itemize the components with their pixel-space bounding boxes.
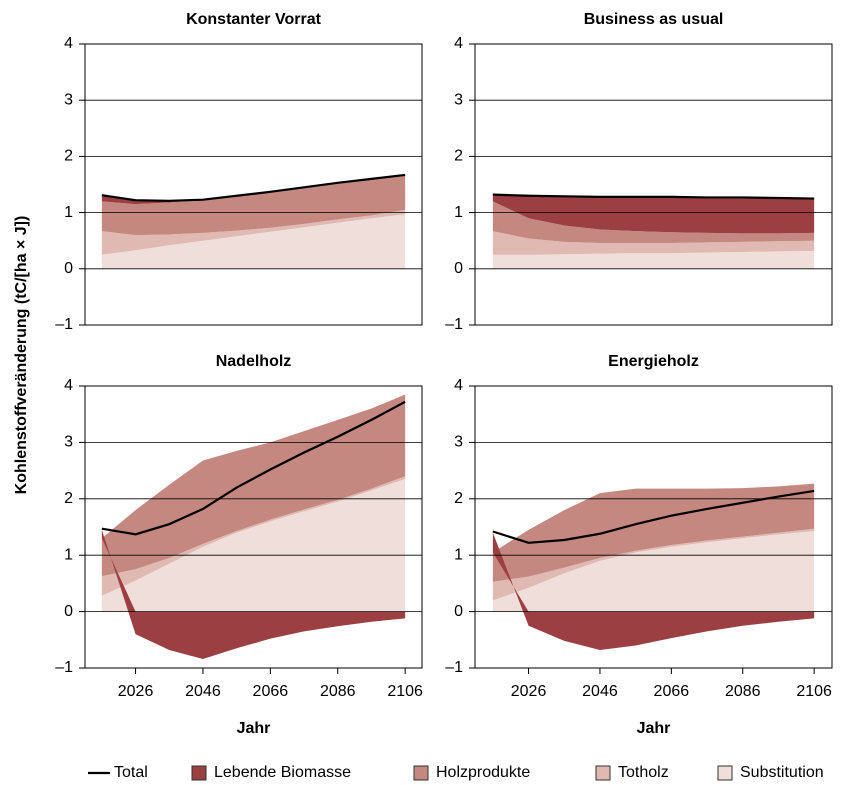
plot-frame — [84, 385, 423, 669]
y-tick-label: 0 — [64, 603, 73, 620]
area — [492, 195, 815, 234]
y-tick-label: 1 — [64, 546, 73, 563]
x-tick-label: 2086 — [320, 683, 356, 700]
legend-swatch — [413, 765, 429, 781]
y-tick-label: 4 — [64, 377, 73, 394]
x-tick-label: 2066 — [253, 683, 289, 700]
y-tick-label: 2 — [64, 148, 73, 165]
y-tick-label: 4 — [64, 35, 73, 52]
legend-label: Total — [114, 764, 148, 781]
y-tick-label: 0 — [454, 603, 463, 620]
y-tick-label: –1 — [445, 659, 463, 676]
chart-title: Energieholz — [608, 353, 699, 370]
x-tick-label: 2066 — [654, 683, 690, 700]
area — [101, 479, 406, 612]
legend-swatch — [717, 765, 733, 781]
area — [101, 214, 406, 269]
total-line — [492, 193, 815, 200]
y-tick-label: 3 — [454, 91, 463, 108]
area — [492, 530, 815, 612]
y-tick-label: –1 — [55, 316, 73, 333]
y-tick-label: 2 — [64, 490, 73, 507]
y-tick-label: 1 — [454, 546, 463, 563]
chart-title: Konstanter Vorrat — [186, 11, 322, 28]
x-tick-label: 2106 — [387, 683, 423, 700]
y-tick-label: 0 — [64, 260, 73, 277]
area — [101, 529, 406, 659]
y-tick-label: 3 — [64, 434, 73, 451]
plot-frame — [474, 43, 833, 326]
plot-frame — [474, 385, 833, 669]
x-tick-label: 2086 — [725, 683, 761, 700]
x-tick-label: 2026 — [118, 683, 154, 700]
y-tick-label: 0 — [454, 260, 463, 277]
legend-label: Totholz — [618, 764, 669, 781]
x-axis-label: Jahr — [237, 720, 271, 737]
chart-title: Nadelholz — [216, 353, 292, 370]
x-tick-label: 2106 — [796, 683, 832, 700]
y-tick-label: –1 — [445, 316, 463, 333]
y-tick-label: 3 — [64, 91, 73, 108]
chart-title: Business as usual — [584, 11, 724, 28]
area — [492, 250, 815, 269]
area — [492, 483, 815, 582]
x-axis-label: Jahr — [637, 720, 671, 737]
y-tick-label: 4 — [454, 377, 463, 394]
y-tick-label: 4 — [454, 35, 463, 52]
y-tick-label: 1 — [454, 204, 463, 221]
legend-swatch — [191, 765, 207, 781]
y-tick-label: 2 — [454, 148, 463, 165]
total-line — [492, 489, 815, 544]
total-line — [101, 400, 406, 536]
y-axis-label: Kohlenstoffveränderung (tC/[ha × J]) — [13, 216, 30, 495]
plot-frame — [84, 43, 423, 326]
legend-label: Holzprodukte — [436, 764, 530, 781]
area — [101, 209, 406, 255]
y-tick-label: 3 — [454, 434, 463, 451]
y-tick-label: 2 — [454, 490, 463, 507]
area — [101, 476, 406, 596]
x-tick-label: 2046 — [582, 683, 618, 700]
x-tick-label: 2026 — [511, 683, 547, 700]
x-tick-label: 2046 — [185, 683, 221, 700]
legend-label: Lebende Biomasse — [214, 764, 351, 781]
area — [492, 532, 815, 650]
area — [101, 174, 406, 205]
area — [492, 201, 815, 243]
legend-label: Substitution — [740, 764, 824, 781]
y-tick-label: –1 — [55, 659, 73, 676]
y-tick-label: 1 — [64, 204, 73, 221]
area — [101, 174, 406, 236]
legend-swatch — [595, 765, 611, 781]
total-line — [101, 173, 406, 202]
